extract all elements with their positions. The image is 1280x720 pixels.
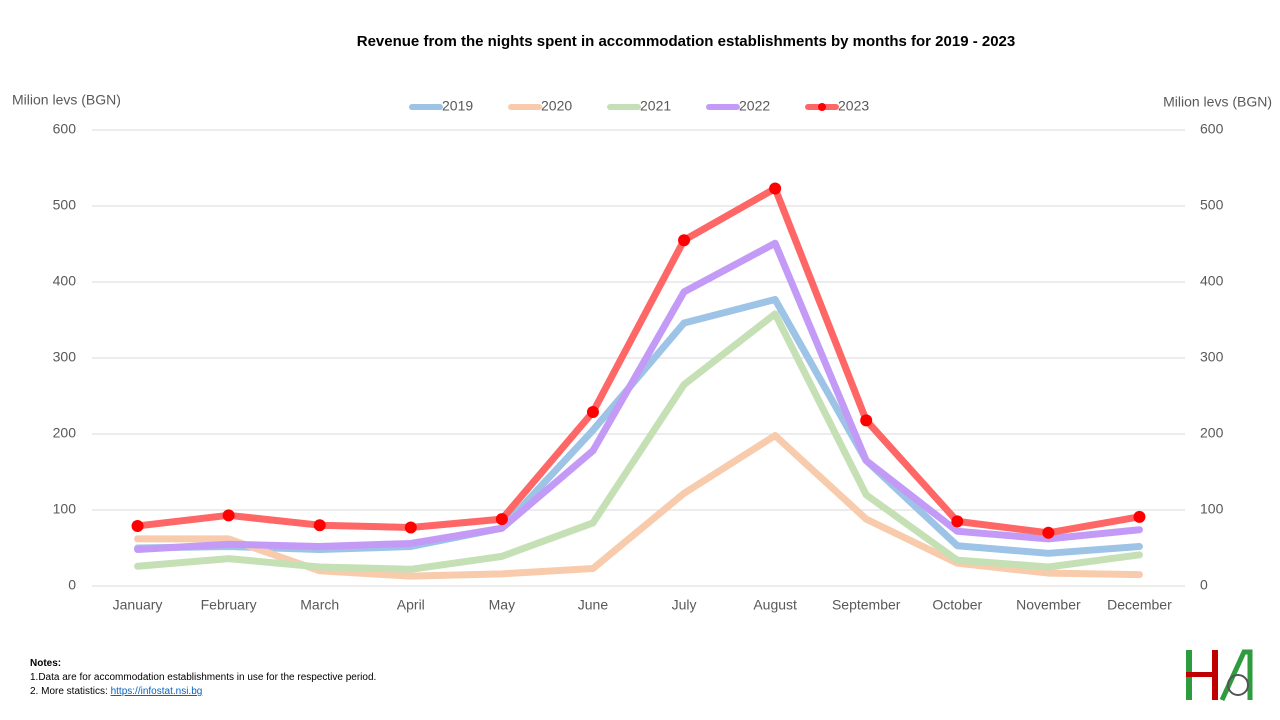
y2-tick-label: 0 [1200,577,1208,593]
y-axis-label: Milion levs (BGN) [12,92,121,108]
y2-tick-label: 600 [1200,121,1224,137]
x-tick-label: April [397,597,425,613]
y-tick-label: 300 [53,349,77,365]
legend-label: 2022 [739,98,770,114]
x-tick-label: June [578,597,609,613]
marker [951,515,964,528]
x-tick-label: May [489,597,515,613]
x-tick-label: January [113,597,163,613]
y-tick-label: 600 [53,121,77,137]
chart-title: Revenue from the nights spent in accommo… [357,33,1015,50]
legend-label: 2021 [640,98,671,114]
y2-tick-label: 500 [1200,197,1224,213]
legend-marker [818,103,826,111]
x-tick-label: February [201,597,257,613]
y-tick-label: 0 [68,577,76,593]
legend-label: 2019 [442,98,473,114]
y2-tick-label: 200 [1200,425,1224,441]
x-tick-label: September [832,597,901,613]
legend-label: 2023 [838,98,869,114]
x-tick-label: March [300,597,339,613]
y-tick-label: 200 [53,425,77,441]
marker [495,513,508,526]
marker [404,521,417,534]
logo [1186,649,1253,702]
series-line [134,310,1143,573]
note-line: 1.Data are for accommodation establishme… [30,672,377,683]
y2-tick-label: 400 [1200,273,1224,289]
y-tick-label: 100 [53,501,77,517]
x-tick-label: July [672,597,697,613]
marker [1042,526,1055,539]
series-line [134,295,1143,557]
note-line: 2. More statistics: https://infostat.nsi… [30,685,376,699]
marker [678,234,691,247]
marker [313,519,326,532]
marker [860,414,873,427]
marker [131,519,144,532]
legend-label: 2020 [541,98,572,114]
note-text: 2. More statistics: [30,686,108,697]
marker [222,509,235,522]
y2-tick-label: 300 [1200,349,1224,365]
x-tick-label: December [1107,597,1172,613]
x-tick-label: October [932,597,982,613]
y2-tick-label: 100 [1200,501,1224,517]
notes: Notes: 1.Data are for accommodation esta… [30,657,376,699]
series-line [134,185,1143,537]
x-tick-label: November [1016,597,1081,613]
y-tick-label: 500 [53,197,77,213]
y-tick-label: 400 [53,273,77,289]
link[interactable]: https://infostat.nsi.bg [110,686,203,697]
notes-title: Notes: [30,658,62,669]
marker [586,405,599,418]
marker [769,182,782,195]
x-tick-label: August [753,597,797,613]
marker [1133,510,1146,523]
series-line [134,239,1143,554]
y2-axis-label: Milion levs (BGN) [1163,94,1272,110]
